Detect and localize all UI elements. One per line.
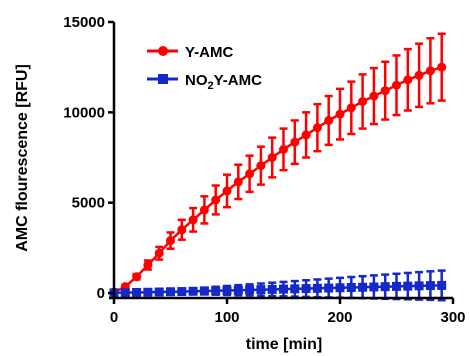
- data-point: [437, 62, 447, 72]
- y-tick-label: 0: [97, 285, 105, 302]
- data-point: [211, 195, 221, 205]
- legend-label-no2y-prefix: NO: [185, 72, 208, 89]
- x-tick-label: 100: [214, 309, 239, 326]
- data-point: [335, 109, 345, 119]
- legend-marker-no2y-amc: [158, 74, 168, 84]
- y-tick-label: 5000: [72, 195, 105, 212]
- data-point: [256, 285, 266, 295]
- data-point: [211, 286, 221, 296]
- x-tick-label: 300: [440, 309, 465, 326]
- data-point: [199, 205, 209, 215]
- data-point: [392, 281, 401, 291]
- data-point: [312, 123, 322, 133]
- data-point: [222, 285, 232, 295]
- x-tick-label: 200: [327, 309, 352, 326]
- data-point: [166, 236, 175, 246]
- x-axis-title: time [min]: [246, 336, 322, 353]
- data-point: [166, 287, 175, 297]
- data-point: [177, 225, 187, 235]
- data-point: [358, 96, 368, 106]
- data-point: [188, 286, 198, 296]
- y-tick-label: 10000: [63, 104, 105, 121]
- data-point: [392, 80, 401, 90]
- series-no2y-amc: [109, 269, 447, 302]
- legend-label-no2y-amc: NO2Y-AMC: [185, 72, 262, 92]
- plot-marks: [109, 32, 447, 302]
- data-point: [279, 144, 288, 154]
- data-point: [120, 288, 130, 298]
- data-point: [324, 283, 334, 293]
- data-point: [425, 281, 435, 291]
- series-y-amc: [109, 32, 447, 297]
- data-point: [177, 287, 187, 297]
- data-point: [380, 86, 390, 96]
- data-point: [188, 215, 198, 225]
- data-point: [414, 281, 424, 291]
- data-point: [312, 283, 322, 293]
- data-point: [301, 284, 311, 294]
- data-point: [403, 75, 413, 85]
- legend: Y-AMC NO2Y-AMC: [147, 44, 262, 92]
- data-point: [301, 130, 311, 140]
- data-point: [233, 285, 243, 295]
- data-point: [132, 272, 142, 282]
- data-point: [132, 287, 142, 297]
- data-point: [143, 287, 153, 297]
- data-point: [437, 280, 447, 290]
- data-point: [267, 284, 277, 294]
- data-point: [358, 282, 368, 292]
- data-point: [290, 284, 300, 294]
- data-point: [245, 285, 255, 295]
- data-point: [369, 282, 379, 292]
- data-point: [143, 260, 153, 270]
- data-point: [267, 153, 277, 162]
- data-point: [154, 248, 164, 258]
- data-point: [380, 282, 390, 292]
- data-point: [222, 186, 232, 196]
- legend-label-y-amc: Y-AMC: [185, 44, 234, 61]
- data-point: [425, 66, 435, 76]
- data-point: [346, 282, 356, 292]
- data-point: [414, 70, 424, 80]
- data-point: [245, 169, 255, 179]
- data-point: [279, 284, 288, 294]
- data-point: [199, 286, 209, 296]
- data-point: [256, 161, 266, 171]
- data-point: [233, 177, 243, 187]
- x-tick-label: 0: [110, 309, 118, 326]
- data-point: [324, 115, 334, 125]
- axes: 0 5000 10000 15000 0 100 200 300: [63, 14, 465, 326]
- data-point: [369, 91, 379, 101]
- data-point: [335, 283, 345, 293]
- y-axis-title: AMC flourescence [RFU]: [14, 64, 31, 252]
- legend-label-no2y-suffix: Y-AMC: [214, 72, 263, 89]
- data-point: [403, 281, 413, 291]
- legend-marker-y-amc: [158, 46, 168, 56]
- y-tick-label: 15000: [63, 14, 105, 31]
- data-point: [154, 287, 164, 297]
- legend-label-no2y-subscript: 2: [208, 80, 214, 92]
- data-point: [346, 103, 356, 113]
- data-point: [290, 137, 300, 147]
